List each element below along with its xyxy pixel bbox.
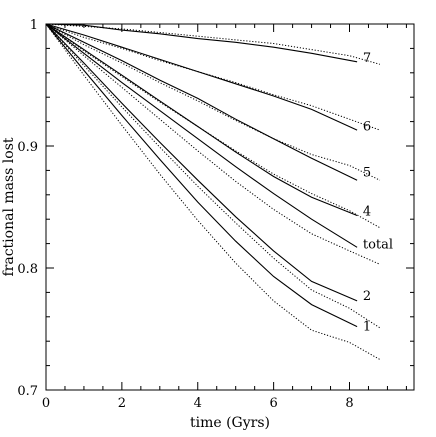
y-axis-title: fractional mass lost [1, 137, 17, 276]
series-line-solid [45, 23, 358, 328]
series-line-solid [45, 23, 358, 302]
series-line-solid [45, 23, 358, 248]
series-line-solid [45, 23, 358, 131]
series-line-solid [45, 23, 358, 181]
series-line-dotted [45, 23, 381, 65]
x-tick-label: 4 [194, 396, 202, 411]
x-tick-label: 2 [118, 396, 126, 411]
x-tick-label: 6 [269, 396, 277, 411]
tick-labels: 0 2 4 6 8 0.7 0.8 0.9 1 [17, 18, 353, 411]
x-tick-label: 8 [345, 396, 353, 411]
series-line-dotted [45, 23, 381, 360]
y-tick-label: 1 [30, 18, 38, 33]
series-line-dotted [45, 23, 381, 265]
series-label: 2 [363, 289, 371, 304]
axis-ticks [45, 23, 414, 391]
series-line-dotted [45, 23, 381, 131]
plot-frame [45, 23, 415, 391]
series-label: 6 [363, 119, 371, 134]
series-lines [45, 23, 381, 360]
y-tick-label: 0.7 [17, 384, 38, 399]
x-tick-label: 0 [42, 396, 50, 411]
series-line-dotted [45, 23, 381, 181]
series-label: total [363, 238, 393, 253]
series-line-dotted [45, 23, 381, 329]
x-axis-title: time (Gyrs) [190, 415, 270, 431]
series-label: 5 [363, 166, 371, 181]
series-labels: 7 6 5 4 total 2 1 [363, 51, 393, 334]
series-line-solid [45, 23, 358, 63]
series-label: 7 [363, 51, 371, 66]
y-tick-label: 0.9 [17, 140, 38, 155]
series-line-dotted [45, 23, 381, 229]
series-label: 1 [363, 319, 371, 334]
y-tick-label: 0.8 [17, 262, 38, 277]
series-label: 4 [363, 205, 371, 220]
